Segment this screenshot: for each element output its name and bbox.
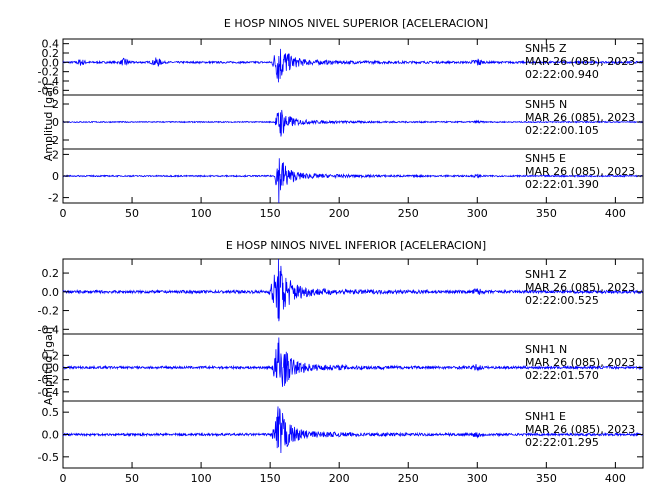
y-tick-label: 2 bbox=[52, 98, 59, 111]
waveform-line bbox=[62, 259, 644, 322]
y-tick-label: 0.2 bbox=[42, 349, 60, 362]
y-tick-label: 0.2 bbox=[42, 47, 60, 60]
date-label: MAR 26 (085), 2023 bbox=[525, 423, 635, 436]
waveform-line bbox=[62, 406, 644, 454]
time-label: 02:22:00.525 bbox=[525, 294, 599, 307]
chart-title-lower: E HOSP NINOS NIVEL INFERIOR [ACELERACION… bbox=[226, 239, 486, 252]
date-label: MAR 26 (085), 2023 bbox=[525, 356, 635, 369]
y-tick-label: 0.0 bbox=[42, 362, 60, 375]
waveform-line bbox=[62, 48, 644, 83]
time-label: 02:22:01.570 bbox=[525, 369, 599, 382]
date-label: MAR 26 (085), 2023 bbox=[525, 55, 635, 68]
x-tick-label: 400 bbox=[605, 472, 626, 485]
y-tick-label: 0.4 bbox=[42, 38, 60, 51]
time-label: 02:22:01.295 bbox=[525, 436, 599, 449]
y-tick-label: -0.5 bbox=[38, 451, 59, 464]
waveform-line bbox=[62, 158, 644, 203]
y-tick-label: -2 bbox=[48, 134, 59, 147]
y-axis-label-upper: Amplitud [gal] bbox=[42, 83, 55, 161]
station-label: SNH5 Z bbox=[525, 42, 567, 55]
station-label: SNH5 E bbox=[525, 152, 566, 165]
y-tick-label: -2 bbox=[48, 192, 59, 205]
waveform-line bbox=[62, 337, 644, 387]
y-tick-label: -0.6 bbox=[38, 84, 59, 97]
x-tick-label: 350 bbox=[536, 207, 557, 220]
x-tick-label: 150 bbox=[260, 472, 281, 485]
y-tick-label: -0.2 bbox=[38, 66, 59, 79]
y-tick-label: -0.4 bbox=[38, 323, 59, 336]
time-label: 02:22:00.940 bbox=[525, 68, 599, 81]
x-tick-label: 50 bbox=[125, 207, 139, 220]
y-tick-label: -0.2 bbox=[38, 374, 59, 387]
y-tick-label: 0.2 bbox=[42, 267, 60, 280]
y-tick-label: -0.2 bbox=[38, 305, 59, 318]
x-tick-label: 350 bbox=[536, 472, 557, 485]
x-tick-label: 0 bbox=[60, 472, 67, 485]
x-tick-label: 250 bbox=[398, 472, 419, 485]
y-axis-label-lower: Amplitud [gal] bbox=[42, 327, 55, 405]
date-label: MAR 26 (085), 2023 bbox=[525, 281, 635, 294]
x-tick-label: 300 bbox=[467, 207, 488, 220]
y-tick-label: 0 bbox=[52, 170, 59, 183]
y-tick-label: 0 bbox=[52, 116, 59, 129]
x-tick-label: 100 bbox=[191, 472, 212, 485]
station-label: SNH1 N bbox=[525, 343, 567, 356]
y-tick-label: -0.4 bbox=[38, 386, 59, 399]
x-tick-label: 200 bbox=[329, 472, 350, 485]
x-tick-label: 100 bbox=[191, 207, 212, 220]
y-tick-label: 0.0 bbox=[42, 429, 60, 442]
x-tick-label: 50 bbox=[125, 472, 139, 485]
station-label: SNH5 N bbox=[525, 98, 567, 111]
time-label: 02:22:00.105 bbox=[525, 124, 599, 137]
x-tick-label: 200 bbox=[329, 207, 350, 220]
y-tick-label: -0.4 bbox=[38, 75, 59, 88]
time-label: 02:22:01.390 bbox=[525, 178, 599, 191]
x-tick-label: 0 bbox=[60, 207, 67, 220]
chart-title-upper: E HOSP NINOS NIVEL SUPERIOR [ACELERACION… bbox=[224, 17, 488, 30]
y-tick-label: 0.0 bbox=[42, 56, 60, 69]
y-tick-label: 2 bbox=[52, 148, 59, 161]
station-label: SNH1 Z bbox=[525, 268, 567, 281]
y-tick-label: 0.0 bbox=[42, 286, 60, 299]
station-label: SNH1 E bbox=[525, 410, 566, 423]
x-tick-label: 250 bbox=[398, 207, 419, 220]
date-label: MAR 26 (085), 2023 bbox=[525, 111, 635, 124]
date-label: MAR 26 (085), 2023 bbox=[525, 165, 635, 178]
y-tick-label: 0.5 bbox=[42, 406, 60, 419]
x-tick-label: 150 bbox=[260, 207, 281, 220]
x-tick-label: 300 bbox=[467, 472, 488, 485]
waveform-line bbox=[62, 109, 644, 137]
x-tick-label: 400 bbox=[605, 207, 626, 220]
